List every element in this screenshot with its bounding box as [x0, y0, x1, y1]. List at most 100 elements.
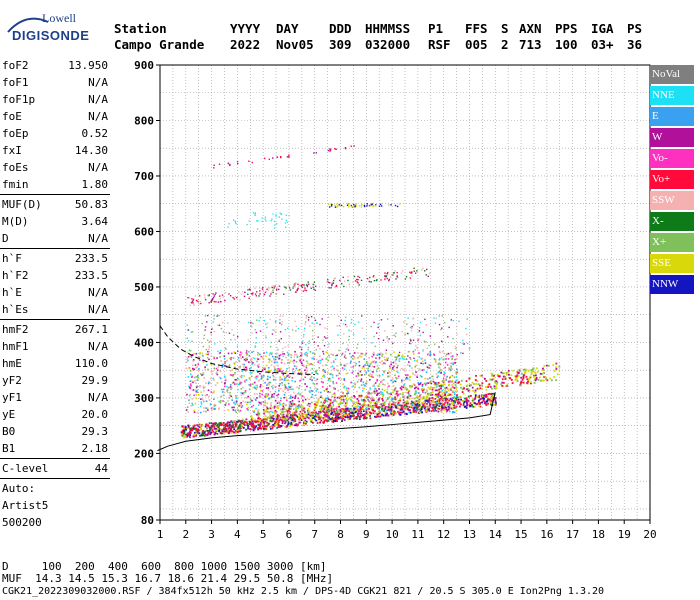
echo-point-hop1: [199, 300, 201, 303]
echo-point-f2o: [290, 414, 292, 416]
echo-point-spread: [412, 383, 415, 385]
echo-point-spread: [194, 389, 197, 391]
echo-point-f2o: [334, 414, 337, 416]
echo-point-f2x: [359, 394, 362, 397]
echo-point-hop1: [297, 283, 299, 285]
echo-point-f2o: [390, 405, 393, 408]
echo-point-spread: [382, 408, 385, 410]
echo-point-spread: [420, 381, 422, 384]
echo-point-upper: [452, 319, 455, 322]
echo-point-faint: [265, 220, 267, 222]
echo-point-f2x: [467, 388, 470, 391]
echo-point-f2x: [338, 405, 340, 408]
echo-point-upper: [394, 335, 397, 338]
echo-point-upper: [210, 331, 212, 334]
echo-point-f2x: [459, 383, 462, 386]
echo-point-spread: [189, 383, 192, 385]
echo-point-spread: [265, 364, 268, 367]
echo-point-f2o: [214, 432, 217, 435]
echo-point-f2o: [406, 413, 408, 416]
echo-point-spread: [388, 385, 390, 387]
echo-point-upper: [371, 342, 373, 344]
echo-point-upper: [232, 334, 235, 336]
echo-point-spread: [186, 351, 189, 354]
echo-point-spread: [196, 374, 199, 377]
echo-point-f2o: [289, 425, 292, 428]
echo-point-spread: [405, 391, 408, 394]
echo-point-spread: [397, 404, 400, 406]
echo-point-f2o: [311, 421, 314, 424]
echo-point-spread: [455, 376, 458, 378]
echo-point-f2o: [278, 415, 281, 418]
echo-point-hop1: [300, 284, 303, 287]
echo-point-spread: [249, 378, 251, 380]
echo-point-spread: [197, 369, 199, 372]
echo-point-f2o: [478, 399, 480, 402]
echo-point-spread: [425, 371, 428, 374]
echo-point-spread: [352, 410, 355, 412]
echo-point-spread: [424, 359, 426, 361]
echo-point-spread: [383, 356, 386, 359]
echo-point-f2x: [475, 374, 477, 377]
echo-point-f2x: [275, 406, 278, 409]
echo-point-f2o: [288, 416, 291, 419]
echo-point-f2o: [231, 421, 234, 424]
echo-point-spread: [419, 397, 421, 399]
echo-point-spread: [394, 388, 396, 391]
echo-point-f2o: [194, 431, 196, 434]
echo-point-hop1: [255, 295, 258, 297]
echo-point-f2x: [393, 398, 395, 400]
echo-point-spread: [266, 384, 268, 386]
logo-swoosh-icon: [7, 17, 49, 33]
echo-point-spread: [300, 361, 303, 363]
echo-point-upper: [450, 319, 453, 321]
echo-point-f2o: [328, 416, 331, 419]
echo-point-spread: [339, 363, 342, 366]
echo-point-f2x: [377, 398, 380, 401]
echo-point-f2x: [399, 398, 401, 401]
echo-point-f2o: [455, 397, 458, 400]
echo-point-spread: [232, 357, 235, 359]
echo-point-f2o: [352, 412, 355, 415]
echo-point-f2o: [198, 423, 201, 426]
echo-point-f2o: [437, 400, 440, 403]
echo-point-spread: [440, 398, 442, 401]
echo-point-spread: [387, 396, 389, 399]
echo-point-spread: [452, 410, 454, 413]
echo-point-f2x: [303, 407, 305, 410]
echo-point-spread: [314, 401, 317, 403]
echo-point-hop1: [409, 271, 411, 273]
echo-point-spread: [236, 403, 239, 406]
echo-point-spread: [404, 374, 407, 376]
echo-point-spread: [327, 396, 329, 399]
echo-point-f2o: [322, 411, 325, 413]
echo-point-upper: [307, 348, 309, 351]
echo-point-f2o: [345, 410, 348, 412]
echo-point-f2o: [482, 397, 485, 400]
echo-point-upper: [188, 349, 191, 351]
echo-point-spread: [257, 352, 260, 355]
echo-point-spread: [309, 378, 311, 381]
echo-point-spread: [369, 387, 372, 389]
echo-point-spread: [270, 360, 273, 363]
echo-point-spread: [430, 382, 433, 385]
echo-point-f2o: [221, 423, 224, 426]
echo-point-spread: [413, 384, 416, 386]
echo-point-f2o: [399, 408, 402, 411]
echo-point-spread: [325, 397, 328, 400]
echo-point-spread: [239, 380, 242, 383]
param-name: fxI: [2, 144, 22, 157]
echo-point-spread: [285, 399, 288, 402]
echo-point-upper: [406, 332, 409, 335]
echo-point-spread: [373, 383, 375, 386]
echo-point-spread: [327, 379, 330, 381]
echo-point-hop3: [342, 205, 345, 208]
echo-point-f2o: [304, 421, 306, 424]
echo-point-f2x: [257, 412, 260, 415]
echo-point-spread: [252, 410, 254, 413]
echo-point-upper: [340, 319, 342, 321]
echo-point-f2o: [270, 426, 273, 429]
echo-point-spread: [371, 406, 373, 408]
echo-point-f2o: [193, 435, 195, 438]
echo-point-upper: [265, 336, 267, 339]
